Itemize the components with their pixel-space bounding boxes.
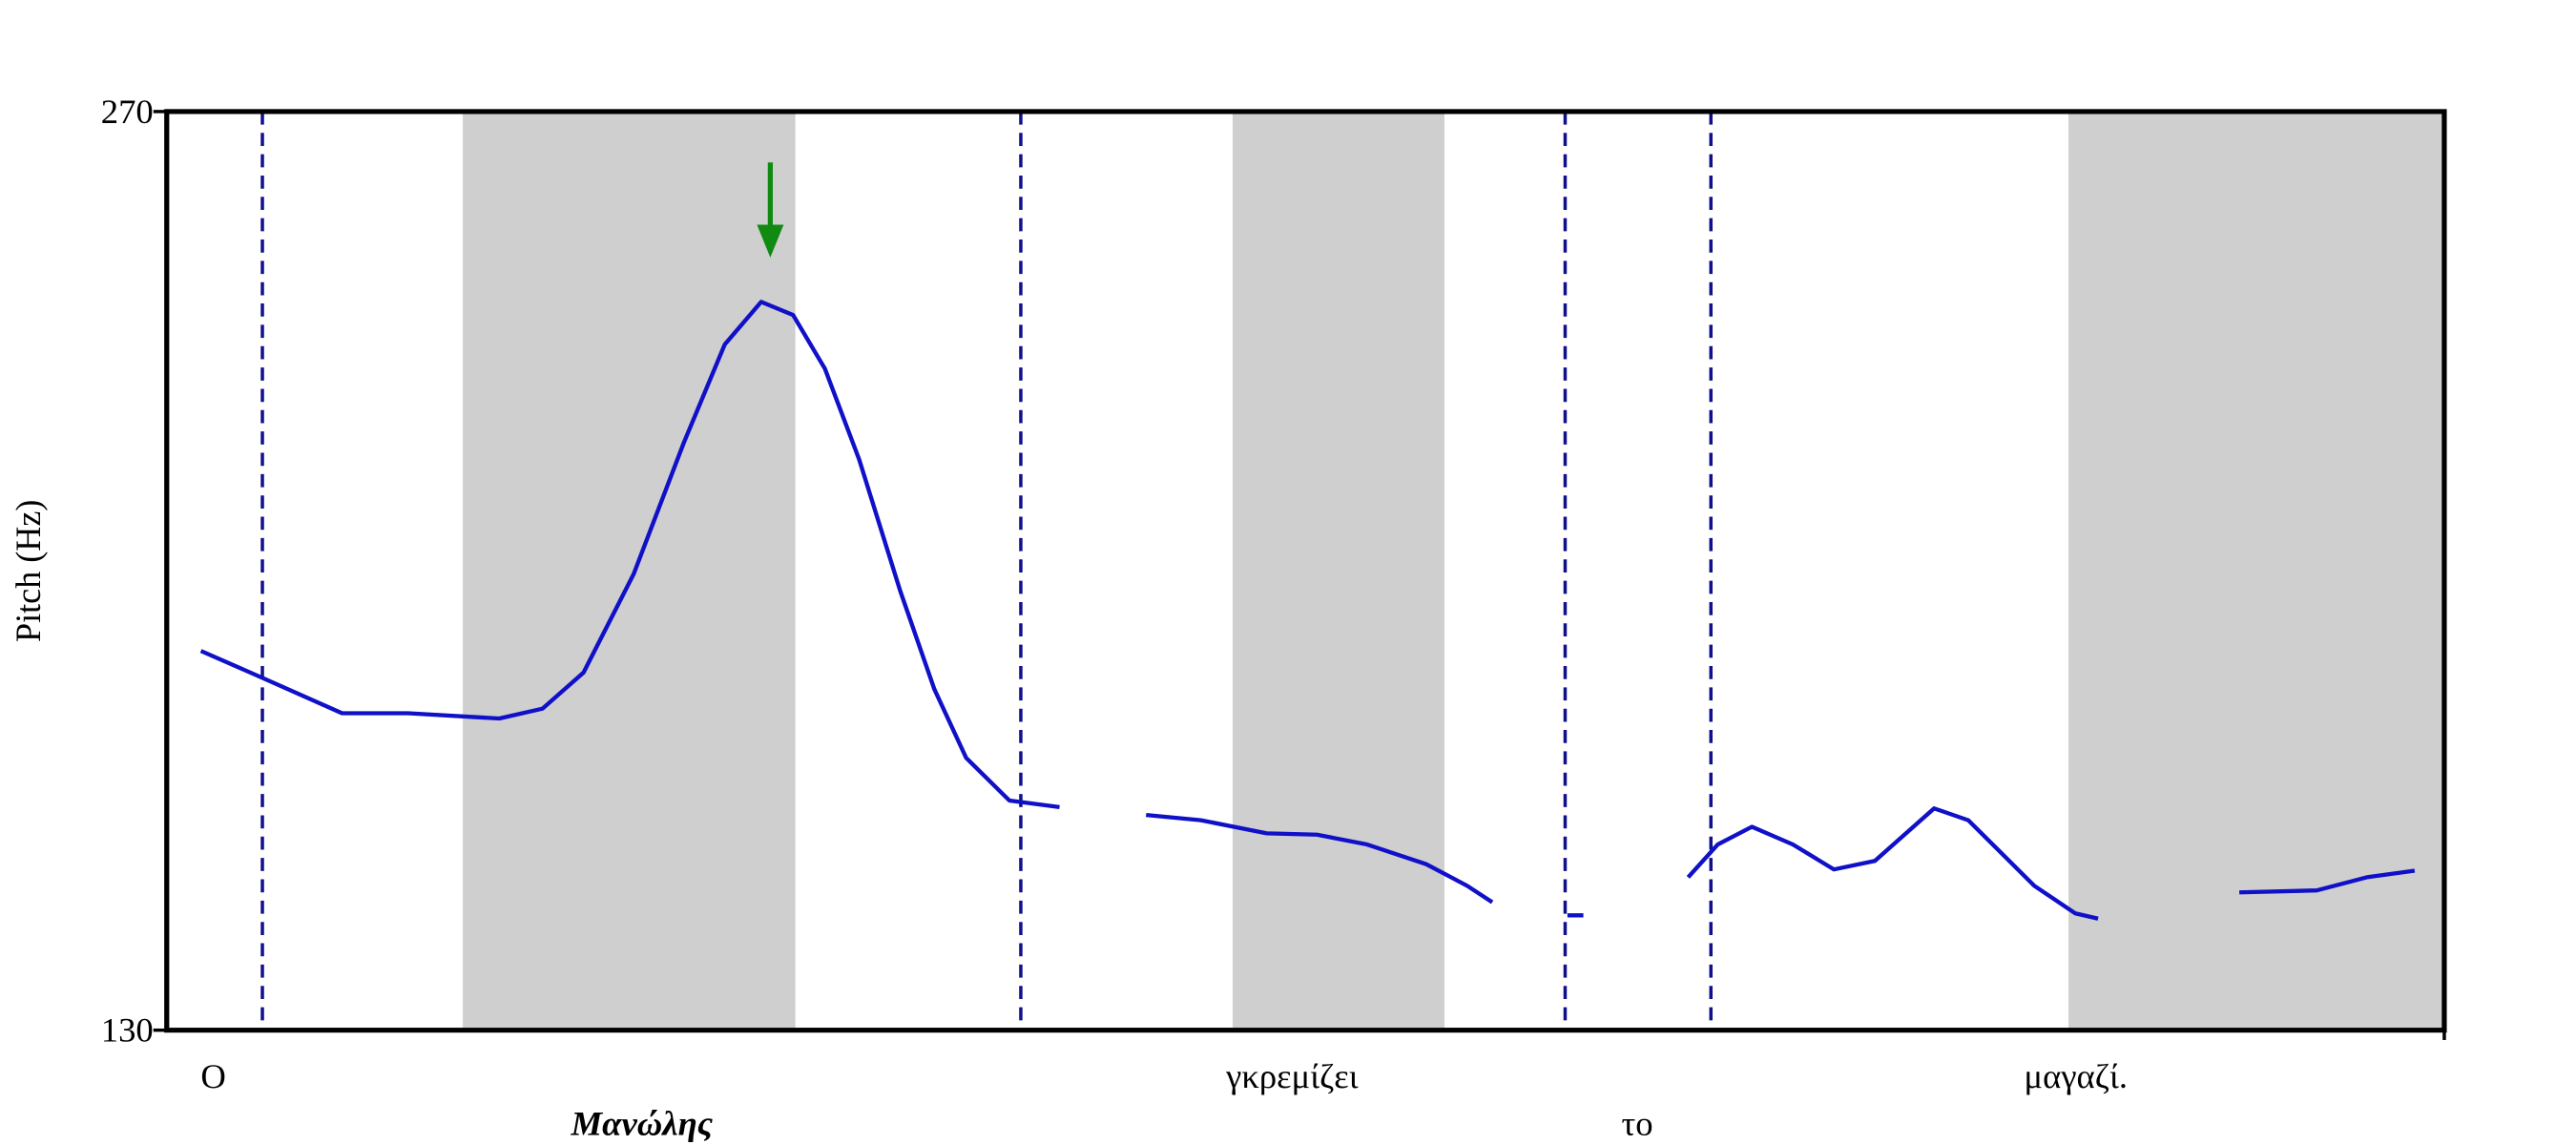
y-tick-label: 270 [101,93,154,131]
shaded-region [1232,111,1444,1030]
pitch-contour [199,300,2416,921]
word-label: μαγαζί. [2024,1057,2128,1095]
plot-frame [164,109,2447,1033]
word-label: Ο [200,1057,225,1095]
shaded-region [463,111,796,1030]
word-label: το [1622,1105,1653,1143]
y-tick-label: 130 [101,1011,154,1050]
word-label: γκρεμίζει [1225,1057,1359,1095]
peak-arrow [757,162,784,258]
word-label: Μανώλης [571,1105,714,1143]
y-axis-label: Pitch (Hz) [10,500,48,642]
